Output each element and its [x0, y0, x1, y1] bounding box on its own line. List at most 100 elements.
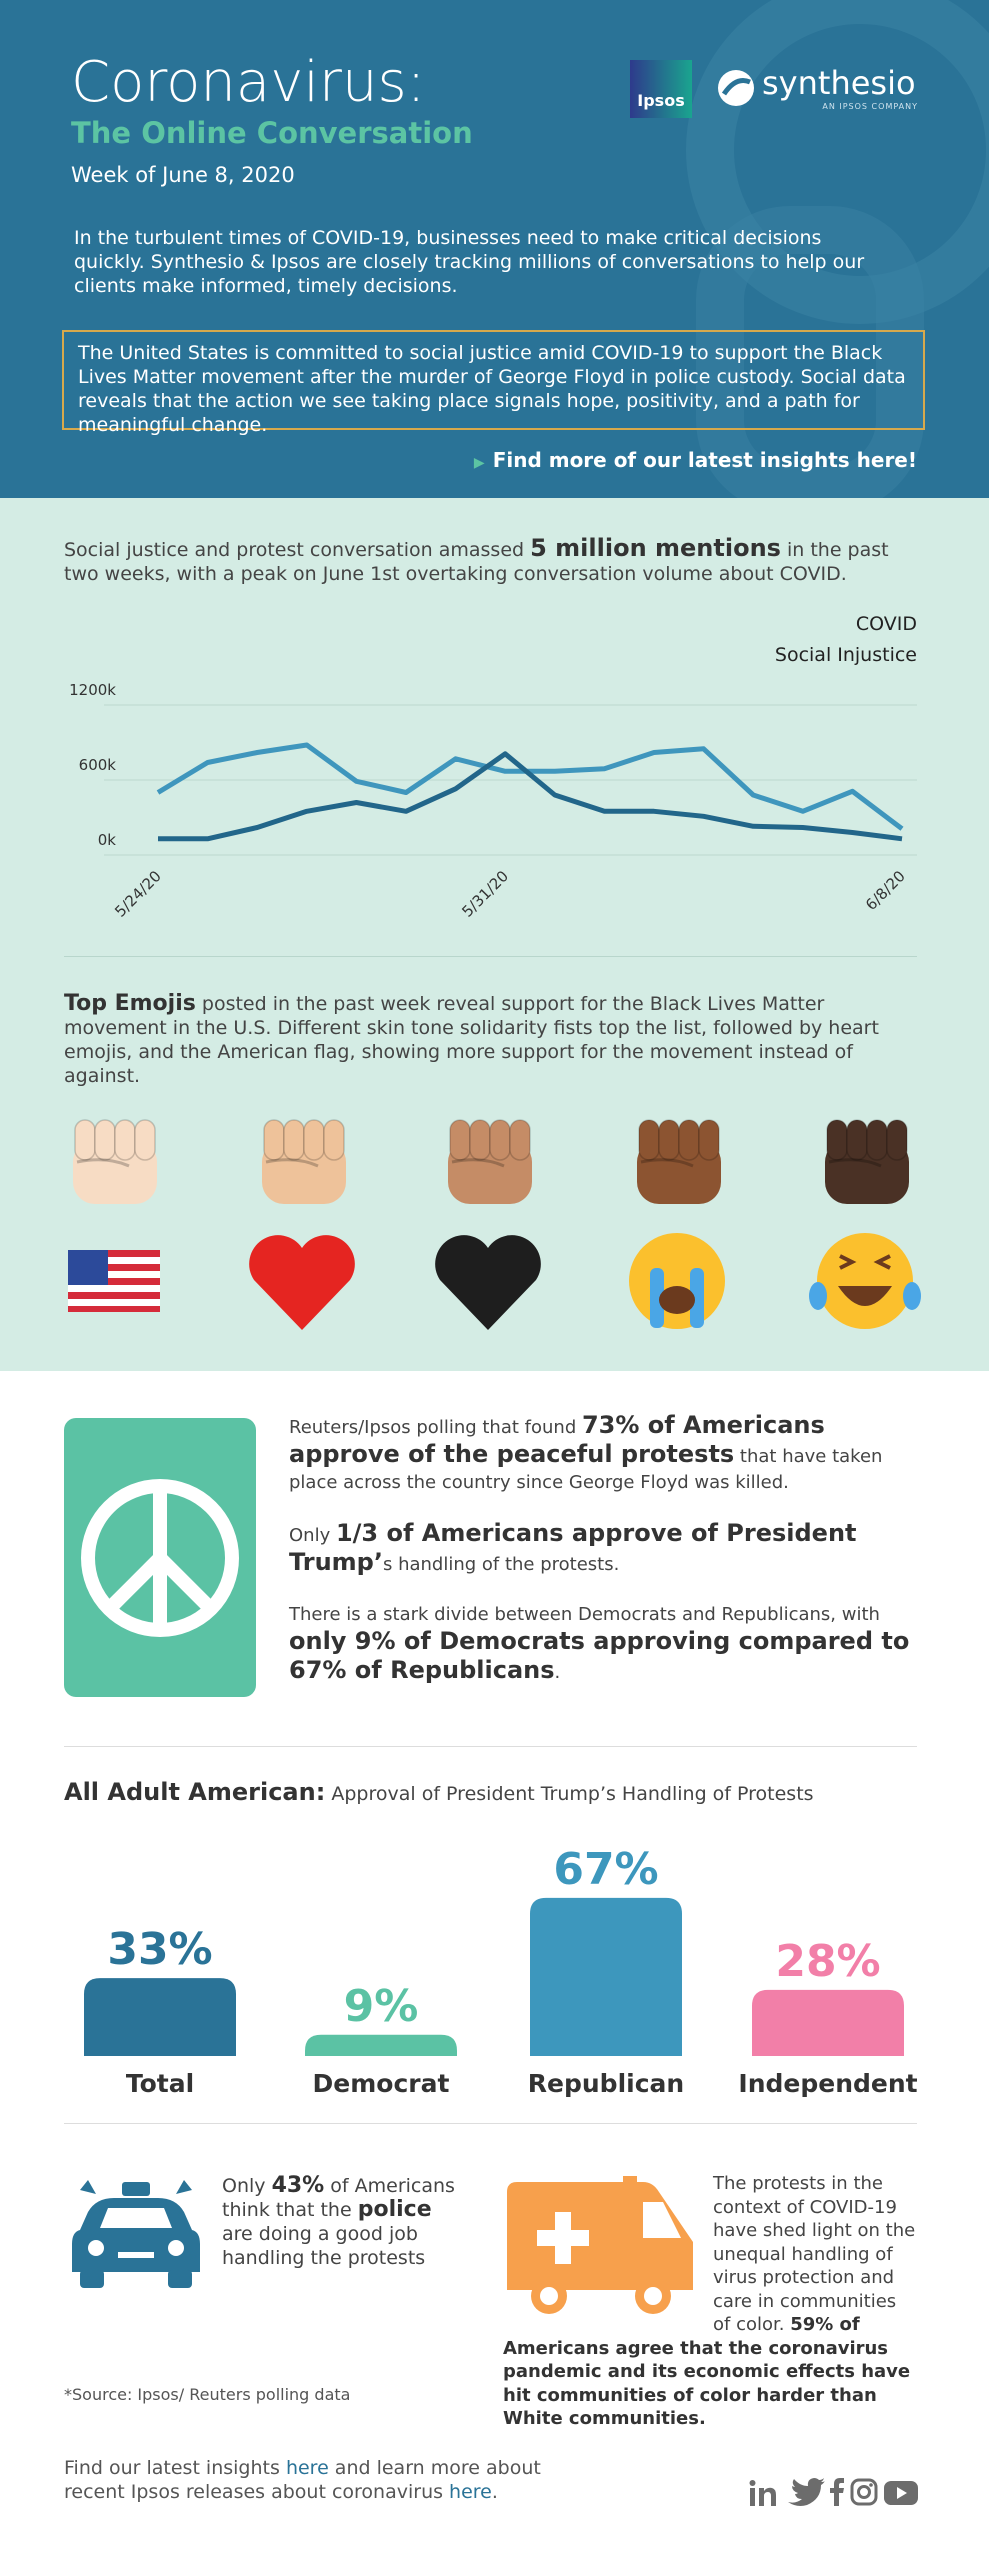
instagram-icon[interactable] [850, 2478, 878, 2506]
fist-finger [134, 1119, 156, 1161]
fist-finger [658, 1119, 680, 1161]
laughing-face-emoji [809, 1233, 921, 1329]
legend-label: Social Injustice [775, 644, 917, 666]
fist-thumb [451, 1158, 505, 1168]
date: Week of June 8, 2020 [71, 163, 295, 187]
fist-finger [263, 1119, 285, 1161]
fist-finger [94, 1119, 116, 1161]
fist-finger [509, 1119, 531, 1161]
category-label: Democrat [313, 2069, 450, 2098]
text-bold: police [357, 2197, 432, 2222]
data-line [156, 742, 904, 831]
logos: Ipsos synthesio AN IPSOS COMPANY [630, 60, 917, 118]
red-heart-emoji [249, 1235, 355, 1330]
fist-emoji [73, 1119, 157, 1204]
cta-link[interactable]: ▶ Find more of our latest insights here! [474, 448, 917, 472]
text-bold: 59% of Americans agree that the coronavi… [503, 2314, 911, 2429]
text: Reuters/Ipsos polling that found [289, 1417, 582, 1438]
footer-link[interactable]: here [449, 2481, 492, 2503]
crying-face-emoji [629, 1233, 725, 1329]
text: s handling of the protests. [382, 1554, 620, 1575]
fist-finger [826, 1119, 848, 1161]
text-bold: 73% of Americans approve of the peaceful… [289, 1411, 825, 1468]
value-label: 28% [775, 1936, 880, 1987]
communities-text: The protests in the context of COVID-19 … [503, 2172, 917, 2431]
fist-finger [323, 1119, 345, 1161]
paragraph: Reuters/Ipsos polling that found 73% of … [289, 1412, 919, 1496]
synthesio-text: synthesio [762, 64, 916, 102]
text: Only [222, 2175, 272, 2197]
text-bold: only 9% of Democrats approving compared … [289, 1627, 910, 1684]
peace-card [64, 1418, 256, 1697]
subtitle: The Online Conversation [71, 116, 473, 150]
mint-section [0, 498, 989, 1371]
divider [64, 2123, 917, 2124]
text: Social justice and protest conversation … [64, 539, 531, 561]
legend-label: COVID [856, 613, 917, 635]
fist-finger [698, 1119, 720, 1161]
text-bold: 1/3 of Americans approve of President Tr… [289, 1519, 857, 1576]
conversation-text: Social justice and protest conversation … [64, 536, 924, 586]
text: There is a stark divide between Democrat… [289, 1604, 880, 1625]
fist-palm [73, 1140, 157, 1204]
value-label: 67% [553, 1844, 658, 1895]
black-heart-emoji [435, 1235, 541, 1330]
polling-text: Reuters/Ipsos polling that found 73% of … [289, 1412, 919, 1686]
fist-finger [489, 1119, 511, 1161]
text: that have taken place across the country… [289, 1446, 883, 1493]
y-tick-label: 0k [98, 831, 117, 849]
text: posted in the past week reveal support f… [64, 993, 879, 1087]
text: and learn more about recent Ipsos releas… [64, 2457, 541, 2503]
fist-emoji [825, 1119, 909, 1204]
bar-title: All Adult American: Approval of Presiden… [64, 1778, 814, 1806]
fist-finger [114, 1119, 136, 1161]
text: Find our latest insights [64, 2457, 286, 2479]
flag-emoji [68, 1250, 160, 1312]
youtube-icon[interactable] [884, 2481, 918, 2505]
cta-arrow: ▶ [473, 455, 485, 471]
fist-finger [886, 1119, 908, 1161]
source: *Source: Ipsos/ Reuters polling data [64, 2385, 351, 2404]
category-label: Independent [738, 2069, 917, 2098]
fist-finger [283, 1119, 305, 1161]
twitter-icon[interactable] [788, 2478, 825, 2506]
bar [84, 1978, 236, 2056]
text: The protests in the context of COVID-19 … [713, 2173, 916, 2335]
fist-finger [638, 1119, 660, 1161]
paragraph: There is a stark divide between Democrat… [289, 1602, 919, 1686]
ipsos-logo [630, 60, 692, 118]
bar-chart: 33% Total 9% Democrat 67% Republican 28% Indepe… [84, 1844, 918, 2098]
fist-finger [449, 1119, 471, 1161]
facebook-icon[interactable] [830, 2478, 844, 2506]
text-bold: Top Emojis [64, 991, 196, 1016]
fist-palm [262, 1140, 346, 1204]
fist-finger [469, 1119, 491, 1161]
fist-emoji [448, 1119, 532, 1204]
y-tick-label: 600k [79, 756, 117, 774]
fist-finger [846, 1119, 868, 1161]
emoji-grid [68, 1119, 921, 1330]
cta-text[interactable]: Find more of our latest insights here! [492, 448, 917, 472]
category-label: Republican [528, 2069, 684, 2098]
text-bold: 5 million mentions [530, 534, 781, 562]
text: . [491, 2481, 498, 2503]
value-label: 33% [107, 1924, 212, 1975]
linkedin-icon[interactable] [749, 2480, 777, 2506]
divider [64, 1746, 917, 1747]
header: Coronavirus: The Online Conversation Wee… [0, 0, 989, 498]
footer-link[interactable]: here [285, 2457, 329, 2479]
paragraph: Only 1/3 of Americans approve of Preside… [289, 1520, 919, 1578]
bar [530, 1897, 682, 2056]
fist-emoji [637, 1119, 721, 1204]
text: of Americans think that the [222, 2175, 455, 2221]
line-chart: 0k 600k 1200k 5/24/20 5/31/20 6/8/20 COVID Soci… [69, 613, 917, 921]
highlight-box: The United States is committed to social… [62, 330, 925, 436]
police-car-icon [72, 2180, 200, 2288]
fist-finger [74, 1119, 96, 1161]
category-label: Total [126, 2069, 194, 2098]
fist-palm [825, 1140, 909, 1204]
fist-palm [448, 1140, 532, 1204]
police-text: Only 43% of Americans think that the pol… [222, 2174, 462, 2270]
bar-title-bold: All Adult American: [64, 1778, 326, 1806]
